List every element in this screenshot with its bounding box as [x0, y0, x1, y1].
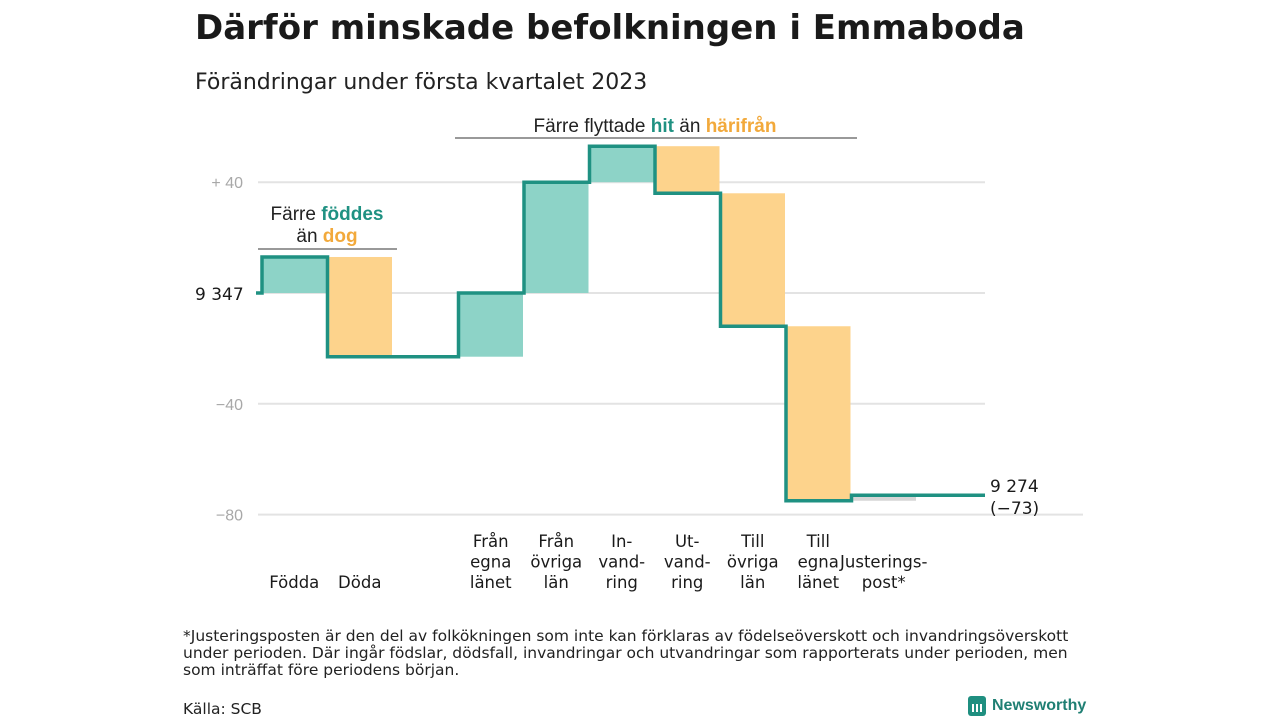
bar	[786, 326, 851, 501]
bar	[589, 146, 654, 183]
category-label: Från	[473, 532, 509, 551]
category-label: egna	[798, 553, 839, 572]
end-change-label: (−73)	[990, 499, 1039, 519]
category-labels: Födda DödaFrånegnalänetFrånövrigalänIn-va…	[269, 532, 927, 592]
category-label: post*	[862, 573, 906, 592]
births-annotation-line1: Färre föddes	[271, 204, 384, 225]
bar	[655, 146, 720, 194]
bar	[851, 495, 916, 501]
start-value-label: 9 347	[195, 285, 244, 305]
y-tick-label: −80	[216, 508, 243, 525]
category-label: län	[544, 573, 569, 592]
category-label: egna	[470, 553, 511, 572]
chart-subtitle: Förändringar under första kvartalet 2023	[195, 70, 648, 95]
chart-icon	[968, 696, 986, 716]
bar	[327, 256, 392, 357]
category-label: Till	[806, 532, 830, 551]
bar	[262, 256, 327, 293]
category-label: Justerings-	[839, 553, 927, 572]
category-label: län	[740, 573, 765, 592]
category-label: övriga	[727, 553, 779, 572]
population-step-line	[256, 144, 985, 503]
y-tick-label: + 40	[211, 175, 243, 192]
bars	[262, 146, 916, 501]
chart-title: Därför minskade befolkningen i Emmaboda	[195, 8, 1025, 48]
footnote: *Justeringsposten är den del av folkökni…	[183, 627, 1069, 679]
category-label: ring	[671, 573, 703, 592]
brand-name: Newsworthy	[992, 697, 1087, 714]
category-label: Födda	[269, 573, 319, 592]
category-label: Döda	[338, 573, 381, 592]
bar	[720, 193, 785, 327]
births-annotation-line2: än dog	[296, 226, 357, 247]
category-label: In-	[611, 532, 632, 551]
bar	[458, 293, 523, 357]
moves-annotation: Färre flyttade hit än härifrån	[534, 116, 777, 137]
category-label: länet	[797, 573, 839, 592]
brand-logo: Newsworthy	[968, 696, 1086, 716]
source-label: Källa: SCB	[183, 700, 262, 718]
y-tick-label: −40	[216, 397, 243, 414]
bar	[524, 182, 589, 293]
category-label: vand-	[598, 553, 645, 572]
category-label: Till	[740, 532, 764, 551]
category-label: länet	[470, 573, 512, 592]
category-label: vand-	[664, 553, 711, 572]
y-axis-ticks: + 40 −40 −80	[211, 175, 243, 524]
category-label: ring	[606, 573, 638, 592]
end-value-label: 9 274	[990, 477, 1039, 497]
category-label: Från	[538, 532, 574, 551]
category-label: Ut-	[675, 532, 700, 551]
step-line	[256, 144, 985, 503]
category-label: övriga	[530, 553, 582, 572]
